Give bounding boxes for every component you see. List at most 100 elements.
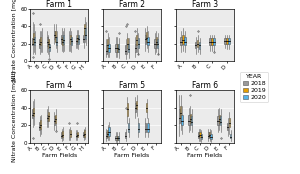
Bar bbox=[145, 35, 146, 44]
Bar bbox=[211, 134, 212, 139]
Bar bbox=[118, 44, 119, 53]
Bar bbox=[77, 132, 78, 137]
Legend: 2018, 2019, 2020: 2018, 2019, 2020 bbox=[240, 72, 268, 102]
Bar bbox=[182, 35, 184, 44]
Bar bbox=[85, 28, 86, 39]
Bar bbox=[147, 123, 148, 132]
Bar bbox=[83, 35, 84, 42]
Bar bbox=[63, 35, 64, 44]
Bar bbox=[62, 37, 63, 45]
Bar bbox=[76, 133, 77, 137]
Bar bbox=[180, 106, 181, 118]
Bar bbox=[84, 25, 85, 35]
Bar bbox=[77, 35, 78, 42]
X-axis label: Farm Fields: Farm Fields bbox=[187, 153, 223, 158]
Bar bbox=[191, 116, 192, 125]
Bar bbox=[138, 38, 139, 48]
Bar bbox=[83, 132, 84, 137]
Bar bbox=[55, 31, 56, 42]
Bar bbox=[127, 103, 128, 116]
Bar bbox=[47, 115, 48, 121]
Bar bbox=[116, 136, 117, 140]
Bar bbox=[54, 116, 55, 125]
Bar bbox=[209, 38, 211, 45]
Title: Farm 3: Farm 3 bbox=[192, 0, 218, 9]
Bar bbox=[227, 123, 228, 130]
Title: Farm 4: Farm 4 bbox=[46, 81, 72, 90]
Bar bbox=[128, 44, 129, 53]
Bar bbox=[178, 109, 180, 123]
Bar bbox=[128, 123, 129, 132]
Bar bbox=[107, 130, 108, 137]
Bar bbox=[208, 132, 209, 138]
Bar bbox=[145, 123, 146, 132]
Bar bbox=[195, 42, 197, 48]
Bar bbox=[48, 39, 49, 48]
Bar bbox=[146, 32, 147, 42]
Bar bbox=[199, 42, 200, 49]
Bar bbox=[62, 131, 63, 137]
Bar bbox=[188, 115, 190, 125]
Bar bbox=[56, 37, 57, 45]
Bar bbox=[32, 38, 33, 45]
Bar bbox=[213, 38, 215, 45]
Bar bbox=[54, 31, 55, 39]
Bar bbox=[220, 116, 221, 125]
Bar bbox=[106, 132, 107, 138]
Bar bbox=[107, 39, 108, 51]
X-axis label: Farm Fields: Farm Fields bbox=[114, 153, 150, 158]
Title: Farm 6: Farm 6 bbox=[192, 81, 218, 90]
Bar bbox=[76, 38, 77, 44]
Bar bbox=[118, 136, 119, 140]
Bar bbox=[127, 38, 128, 48]
Bar bbox=[47, 37, 48, 46]
X-axis label: Farm Fields: Farm Fields bbox=[41, 153, 77, 158]
Bar bbox=[135, 44, 136, 53]
Bar bbox=[219, 115, 220, 123]
Bar bbox=[146, 103, 147, 112]
Bar bbox=[117, 136, 118, 140]
Bar bbox=[180, 37, 182, 45]
Bar bbox=[226, 38, 228, 44]
Bar bbox=[125, 132, 126, 138]
Bar bbox=[218, 116, 219, 125]
Bar bbox=[40, 37, 41, 45]
Bar bbox=[40, 120, 41, 129]
Bar bbox=[125, 45, 126, 54]
Bar bbox=[147, 37, 148, 45]
Bar bbox=[84, 130, 85, 137]
Bar bbox=[157, 39, 158, 48]
Bar bbox=[34, 37, 35, 45]
Y-axis label: Nitrate Concentration [mg/L]: Nitrate Concentration [mg/L] bbox=[12, 71, 17, 162]
Bar bbox=[181, 115, 182, 125]
Bar bbox=[230, 134, 231, 138]
Bar bbox=[69, 35, 70, 44]
Bar bbox=[32, 109, 33, 118]
Bar bbox=[61, 132, 62, 138]
Bar bbox=[184, 37, 186, 45]
Bar bbox=[136, 35, 137, 45]
Bar bbox=[109, 127, 110, 136]
Bar bbox=[138, 123, 139, 132]
Bar bbox=[209, 132, 210, 137]
Bar bbox=[33, 33, 34, 44]
Bar bbox=[198, 132, 199, 138]
Bar bbox=[224, 38, 226, 44]
Bar bbox=[190, 114, 191, 123]
Bar bbox=[41, 35, 42, 44]
Bar bbox=[61, 35, 62, 44]
Bar bbox=[78, 35, 79, 44]
Bar bbox=[49, 44, 50, 51]
Bar bbox=[211, 38, 213, 45]
Y-axis label: Nitrate Concentration [mg/L]: Nitrate Concentration [mg/L] bbox=[12, 0, 17, 81]
Bar bbox=[201, 134, 202, 139]
Bar bbox=[106, 45, 107, 54]
Bar bbox=[33, 108, 34, 116]
Bar bbox=[69, 132, 70, 137]
Bar bbox=[55, 115, 56, 123]
Bar bbox=[117, 44, 118, 53]
Title: Farm 1: Farm 1 bbox=[46, 0, 72, 9]
Bar bbox=[228, 38, 230, 44]
Bar bbox=[197, 40, 198, 47]
Bar bbox=[116, 44, 117, 53]
